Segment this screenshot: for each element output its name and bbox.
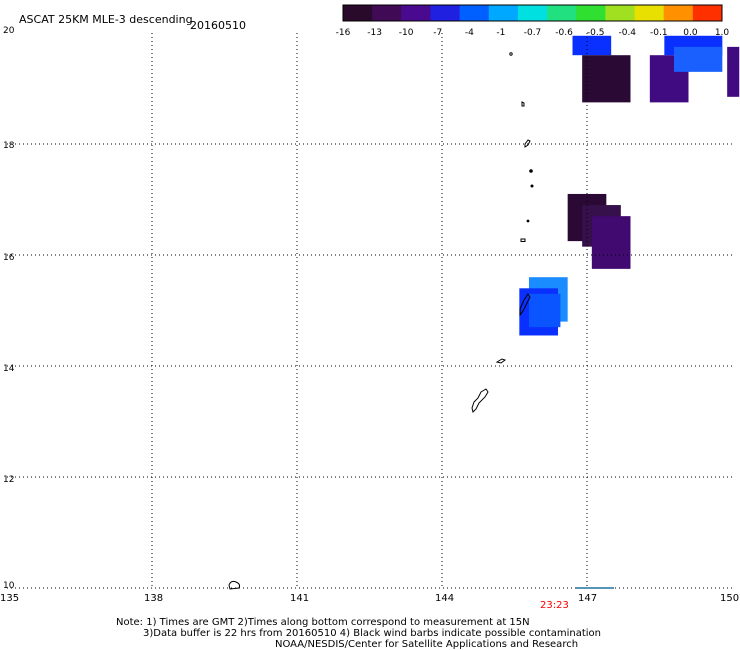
colorbar-swatch (517, 5, 548, 21)
colorbar-label: -10 (398, 28, 414, 38)
wind-cell (674, 46, 723, 72)
colorbar-swatch (430, 5, 461, 21)
island-outline (495, 358, 507, 364)
colorbar (342, 4, 723, 22)
wind-cell (572, 35, 612, 56)
time-label: 23:23 (540, 600, 569, 611)
wind-cell (529, 293, 561, 328)
lat-label: 12 (3, 475, 15, 485)
lon-label: 147 (578, 593, 598, 604)
lat-lon-grid (7, 33, 732, 589)
island-outline (521, 101, 525, 107)
lat-label: 16 (3, 253, 15, 263)
colorbar-label: -0.6 (555, 28, 573, 38)
colorbar-frame (342, 4, 723, 22)
colorbar-label: -0.5 (586, 28, 605, 38)
lat-label: 18 (3, 141, 15, 151)
colorbar-swatch (372, 5, 402, 21)
colorbar-swatch (459, 5, 490, 21)
colorbar-label: -7 (433, 28, 443, 38)
coastline (228, 52, 534, 590)
colorbar-swatch (634, 5, 665, 21)
colorbar-label: -16 (335, 28, 351, 38)
wind-cell (591, 216, 631, 269)
lat-label: 10 (3, 581, 15, 591)
colorbar-label: -13 (367, 28, 382, 38)
island-outline (228, 580, 241, 590)
colorbar-swatch (663, 5, 694, 21)
colorbar-label: -0.4 (618, 28, 637, 38)
colorbar-swatch (692, 5, 723, 21)
colorbar-swatch (488, 5, 519, 21)
wind-cell (727, 46, 740, 97)
island-outline (530, 184, 534, 188)
colorbar-label: -4 (464, 28, 474, 38)
island-outline (519, 293, 531, 317)
lon-label: 141 (290, 593, 310, 604)
lon-label: 150 (720, 593, 740, 604)
colorbar-swatch (401, 5, 431, 21)
colorbar-swatch (605, 5, 636, 21)
lon-label: 135 (0, 593, 20, 604)
island-outline (526, 219, 530, 223)
island-outline (509, 52, 513, 56)
lon-label: 138 (144, 593, 164, 604)
colorbar-swatch (576, 5, 606, 21)
colorbar-swatch (547, 5, 577, 21)
colorbar-label: 0.0 (683, 28, 698, 38)
note-line-3: NOAA/NESDIS/Center for Satellite Applica… (275, 639, 579, 650)
wind-cell (582, 55, 631, 103)
lat-label: 14 (3, 364, 15, 374)
note-line-1: Note: 1) Times are GMT 2)Times along bot… (116, 617, 530, 628)
colorbar-label: 1.0 (714, 28, 730, 38)
colorbar-swatch (343, 5, 373, 21)
lon-label: 144 (435, 593, 455, 604)
note-line-2: 3)Data buffer is 22 hrs from 20160510 4)… (143, 628, 601, 639)
colorbar-label: -0.1 (650, 28, 668, 38)
island-outline (471, 388, 489, 413)
map-date: 20160510 (190, 19, 246, 32)
map-title: ASCAT 25KM MLE-3 descending (19, 13, 193, 26)
island-outline (524, 139, 531, 148)
island-outline (529, 169, 533, 173)
island-outline (520, 238, 526, 242)
colorbar-label: -1 (496, 28, 506, 38)
lat-label: 20 (3, 26, 15, 36)
wind-cells (519, 35, 740, 336)
colorbar-label: -0.7 (523, 28, 542, 38)
